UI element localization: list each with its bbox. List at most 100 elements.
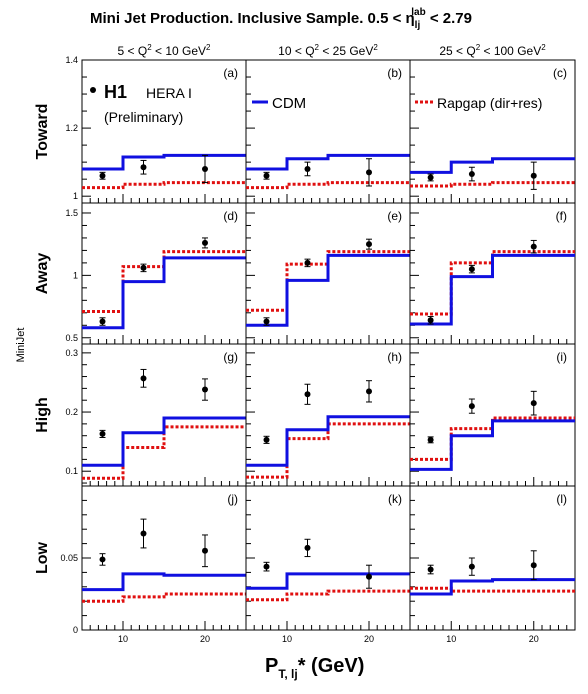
row-label-low: Low: [34, 541, 51, 574]
x-tick-label: 10: [118, 634, 128, 644]
column-header-3: 25 < Q2 < 100 GeV2: [439, 43, 546, 58]
rapgap-step-line: [410, 181, 575, 188]
panel-i: (i): [409, 343, 576, 487]
row-label-toward: Toward: [34, 104, 51, 160]
panel-b: (b): [245, 59, 411, 204]
rapgap-step-line: [82, 181, 246, 190]
data-point: [468, 171, 475, 178]
data-point: [202, 239, 208, 246]
axis-labels: MiniJet PT, lj* (GeV): [15, 328, 364, 681]
panel-k: (k) 10 20: [245, 485, 411, 644]
panel-frame: [409, 485, 576, 631]
rapgap-step-line: [410, 416, 575, 461]
y-tick-label: 0.3: [65, 348, 78, 358]
data-point: [263, 563, 270, 570]
figure-title: Mini Jet Production. Inclusive Sample. 0…: [90, 7, 472, 31]
rapgap-step-line: [82, 592, 246, 603]
panel-d: (d) 0.5 1 1.5: [65, 202, 247, 345]
panel-frame: [409, 343, 576, 487]
x-axis-main: P: [265, 655, 278, 677]
title-main: Mini Jet Production. Inclusive Sample. 0…: [90, 10, 415, 27]
cdm-step-line: [410, 578, 575, 596]
legend-preliminary-label: (Preliminary): [104, 109, 183, 125]
x-axis-sub: T, lj: [278, 667, 297, 681]
data-point: [202, 165, 208, 172]
title-text: Mini Jet Production. Inclusive Sample. 0…: [90, 7, 472, 31]
header-sup2: 2: [373, 43, 378, 52]
panel-a: (a) 1 1.2 1.4: [65, 55, 247, 204]
row-label-away: Away: [34, 253, 51, 295]
data-point: [366, 573, 372, 580]
cdm-step-line: [246, 253, 410, 327]
cdm-step-line: [246, 415, 410, 467]
panel-c: (c): [409, 59, 576, 204]
data-point: [140, 530, 147, 537]
data-point: [99, 556, 106, 563]
cdm-step-line: [246, 153, 410, 171]
y-tick-label: 1: [73, 191, 78, 201]
panel-h: (h): [245, 343, 411, 487]
panel-frame: [245, 485, 411, 631]
title-tail: < 2.79: [426, 10, 472, 27]
header-sup2: 2: [541, 43, 546, 52]
data-point: [468, 266, 475, 273]
header-pre: 10 < Q: [278, 44, 314, 58]
data-point: [530, 400, 537, 407]
data-point: [304, 544, 311, 551]
panel-e: (e): [245, 202, 411, 345]
y-tick-label: 0.5: [65, 333, 78, 343]
legend-data-marker: [90, 87, 96, 93]
data-point: [427, 436, 434, 443]
header-pre: 25 < Q: [439, 44, 475, 58]
data-point: [140, 264, 147, 271]
cdm-step-line: [82, 572, 246, 592]
cdm-step-line: [82, 256, 246, 330]
data-point: [140, 375, 147, 382]
data-point: [99, 318, 106, 325]
header-post: < 25 GeV: [319, 44, 373, 58]
y-tick-label: 1.4: [65, 55, 78, 65]
cdm-step-line: [410, 157, 575, 174]
data-point: [530, 243, 537, 250]
column-header-1: 5 < Q2 < 10 GeV2: [118, 43, 212, 58]
data-point: [366, 388, 372, 395]
header-post: < 100 GeV: [480, 44, 541, 58]
cdm-step-line: [410, 253, 575, 326]
panel-j: (j) 0 0.05 10 20: [60, 485, 247, 644]
panel-tag: (a): [223, 66, 238, 80]
data-point: [304, 391, 311, 398]
panel-tag: (e): [387, 209, 402, 223]
row-label-high: High: [34, 397, 51, 433]
header-sup: 2: [147, 43, 152, 52]
data-point: [99, 172, 106, 179]
legend-hera-label: HERA I: [146, 85, 192, 101]
title-sub: lj: [415, 20, 421, 31]
column-header-2: 10 < Q2 < 25 GeV2: [278, 43, 378, 58]
data-point: [468, 563, 475, 570]
legend-cdm-label: CDM: [272, 95, 306, 112]
rapgap-step-line: [246, 181, 410, 190]
data-point: [468, 403, 475, 410]
data-point: [427, 566, 434, 573]
data-point: [427, 174, 434, 181]
panel-tag: (b): [387, 66, 402, 80]
data-point: [202, 547, 208, 554]
header-sup: 2: [476, 43, 481, 52]
y-tick-label: 0: [73, 625, 78, 635]
panel-tag: (c): [553, 66, 567, 80]
x-tick-label: 20: [200, 634, 210, 644]
panel-frame: [81, 485, 247, 631]
y-axis-label: MiniJet: [15, 328, 27, 363]
x-axis-tail: * (GeV): [298, 655, 365, 677]
data-point: [202, 386, 208, 393]
cdm-step-line: [410, 419, 575, 471]
data-point: [263, 436, 270, 443]
cdm-step-line: [246, 572, 410, 590]
panel-f: (f): [409, 202, 576, 345]
y-tick-label: 0.05: [60, 553, 78, 563]
cdm-step-line: [82, 416, 246, 467]
legend: H1 HERA I (Preliminary) CDM Rapgap (dir+res): [90, 82, 542, 125]
y-tick-label: 1.5: [65, 208, 78, 218]
legend-rapgap-label: Rapgap (dir+res): [437, 95, 542, 111]
